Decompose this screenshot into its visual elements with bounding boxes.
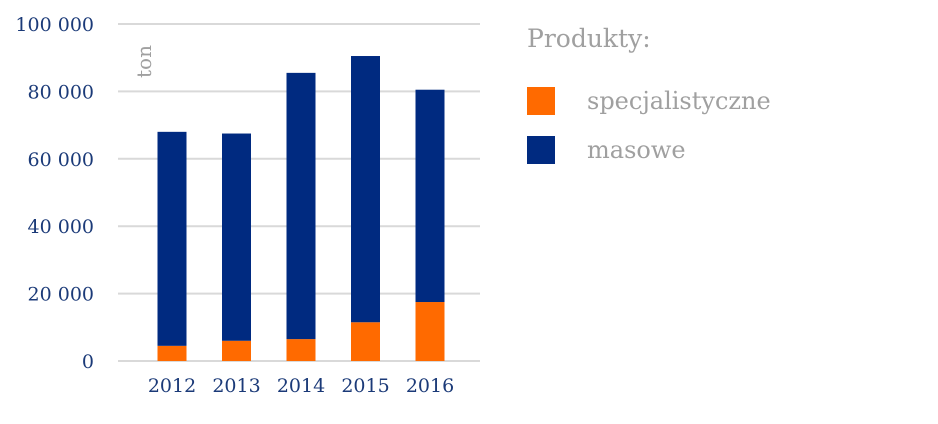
legend-swatch-masowe [527, 136, 555, 164]
bar-specjalistyczne-2014 [286, 339, 316, 361]
bar-specjalistyczne-2016 [415, 302, 445, 361]
y-tick-label: 60 000 [28, 149, 94, 171]
bar-masowe-2014 [286, 72, 316, 340]
x-tick-label: 2012 [148, 375, 196, 397]
bar-specjalistyczne-2012 [157, 345, 187, 361]
x-tick-label: 2014 [277, 375, 325, 397]
bar-specjalistyczne-2013 [222, 340, 251, 361]
legend-title: Produkty: [527, 24, 651, 53]
y-tick-label: 0 [82, 351, 94, 373]
y-tick-label: 20 000 [28, 284, 94, 306]
legend-label-masowe: masowe [587, 136, 686, 164]
x-tick-label: 2013 [212, 375, 260, 397]
bar-masowe-2016 [415, 89, 445, 303]
y-tick-label: 40 000 [28, 216, 94, 238]
bar-specjalistyczne-2015 [351, 322, 380, 361]
y-tick-label: 80 000 [28, 81, 94, 103]
y-tick-label: 100 000 [15, 14, 94, 36]
y-unit-label: ton [132, 45, 156, 78]
y-axis-tick-labels: 0 20 000 40 000 60 000 80 000 100 000 [15, 14, 94, 373]
bar-masowe-2013 [222, 133, 251, 341]
bars [157, 56, 445, 361]
legend: Produkty: specjalistyczne masowe [527, 24, 771, 164]
x-tick-label: 2015 [341, 375, 389, 397]
legend-swatch-specjalistyczne [527, 87, 555, 115]
bar-masowe-2015 [351, 56, 380, 323]
x-tick-label: 2016 [406, 375, 454, 397]
x-axis-tick-labels: 2012 2013 2014 2015 2016 [148, 375, 454, 397]
bar-masowe-2012 [157, 131, 187, 346]
legend-label-specjalistyczne: specjalistyczne [587, 87, 771, 115]
